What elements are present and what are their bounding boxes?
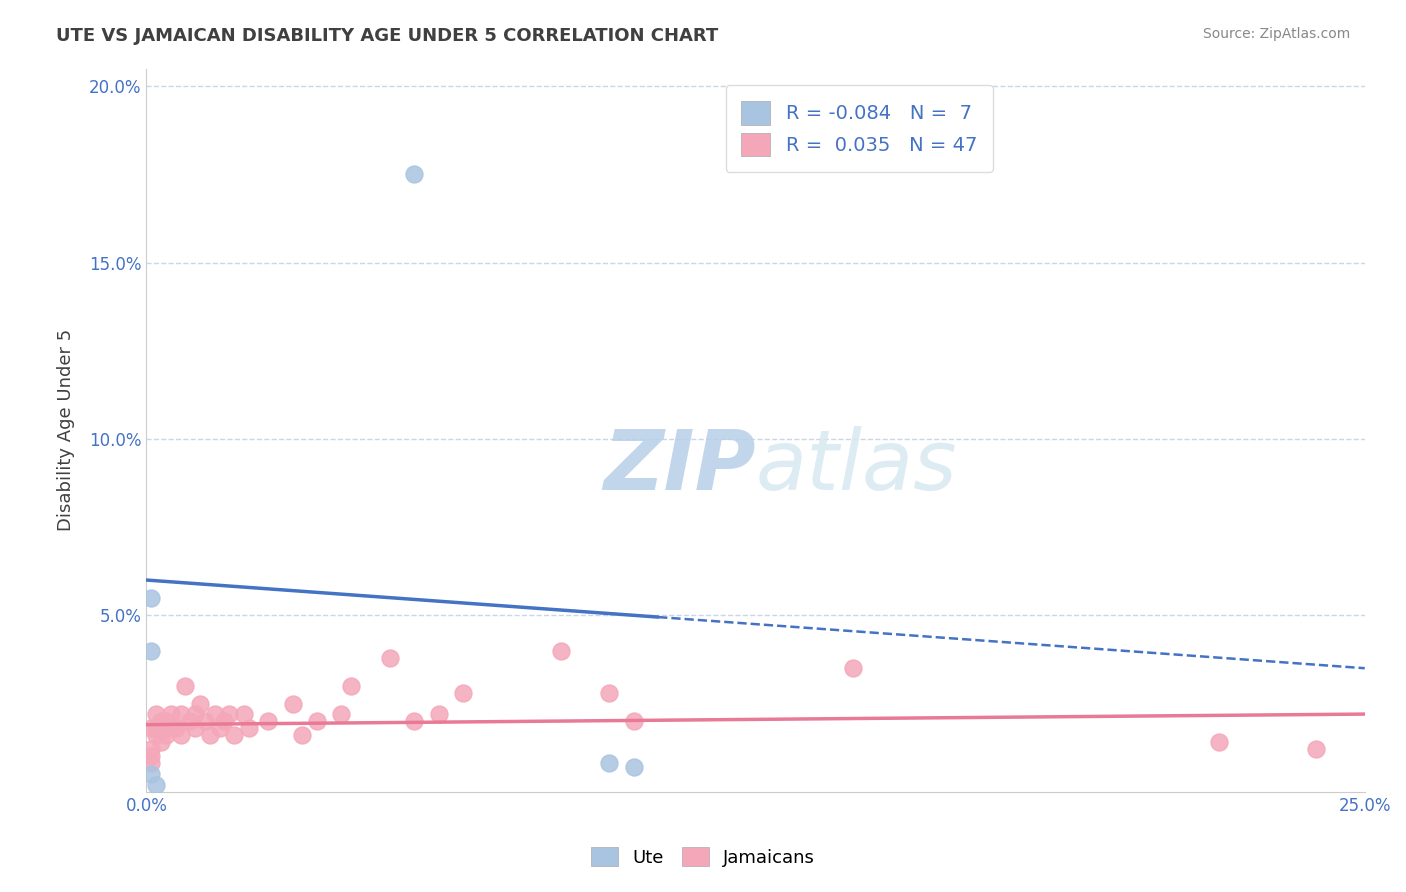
Point xyxy=(141,756,163,771)
Point xyxy=(218,707,240,722)
Legend: Ute, Jamaicans: Ute, Jamaicans xyxy=(583,840,823,874)
Point xyxy=(208,721,231,735)
Point xyxy=(623,760,645,774)
Point xyxy=(404,714,426,728)
Point xyxy=(145,707,167,722)
Point xyxy=(145,721,167,735)
Point xyxy=(194,714,217,728)
Point xyxy=(842,661,865,675)
Point xyxy=(340,679,363,693)
Point xyxy=(224,728,246,742)
Point xyxy=(404,167,426,181)
Point xyxy=(598,686,620,700)
Point xyxy=(184,707,207,722)
Point xyxy=(169,707,191,722)
Y-axis label: Disability Age Under 5: Disability Age Under 5 xyxy=(58,329,75,532)
Point xyxy=(281,697,304,711)
Point xyxy=(155,728,177,742)
Point xyxy=(155,714,177,728)
Point xyxy=(150,721,173,735)
Point xyxy=(204,707,226,722)
Point xyxy=(150,735,173,749)
Point xyxy=(165,721,187,735)
Point xyxy=(188,697,211,711)
Point xyxy=(257,714,280,728)
Point xyxy=(238,721,260,735)
Point xyxy=(141,643,163,657)
Legend: R = -0.084   N =  7, R =  0.035   N = 47: R = -0.084 N = 7, R = 0.035 N = 47 xyxy=(725,86,993,172)
Point xyxy=(141,591,163,605)
Point xyxy=(145,728,167,742)
Point xyxy=(1208,735,1230,749)
Point xyxy=(1305,742,1327,756)
Point xyxy=(198,728,221,742)
Point xyxy=(427,707,450,722)
Point xyxy=(214,714,236,728)
Point xyxy=(179,714,201,728)
Point xyxy=(184,721,207,735)
Point xyxy=(305,714,328,728)
Point xyxy=(330,707,353,722)
Text: Source: ZipAtlas.com: Source: ZipAtlas.com xyxy=(1202,27,1350,41)
Text: UTE VS JAMAICAN DISABILITY AGE UNDER 5 CORRELATION CHART: UTE VS JAMAICAN DISABILITY AGE UNDER 5 C… xyxy=(56,27,718,45)
Point xyxy=(141,721,163,735)
Point xyxy=(141,742,163,756)
Point xyxy=(232,707,254,722)
Point xyxy=(159,721,181,735)
Point xyxy=(141,767,163,781)
Point xyxy=(174,679,197,693)
Text: atlas: atlas xyxy=(755,425,957,507)
Point xyxy=(378,650,401,665)
Point xyxy=(623,714,645,728)
Point xyxy=(169,728,191,742)
Text: ZIP: ZIP xyxy=(603,425,755,507)
Point xyxy=(145,778,167,792)
Point xyxy=(159,707,181,722)
Point xyxy=(598,756,620,771)
Point xyxy=(291,728,314,742)
Point xyxy=(550,643,572,657)
Point xyxy=(141,749,163,764)
Point xyxy=(451,686,474,700)
Point xyxy=(150,714,173,728)
